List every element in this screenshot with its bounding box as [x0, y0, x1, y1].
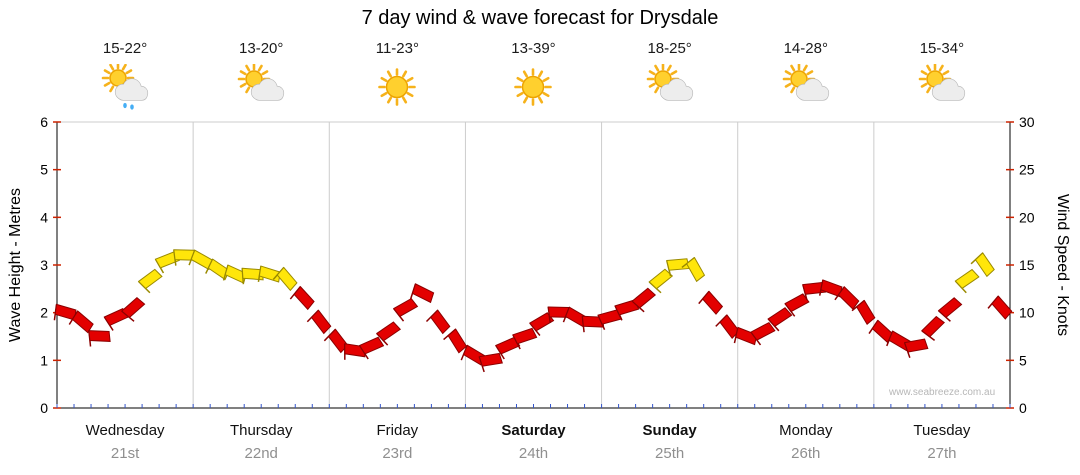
right-tick-label: 20 — [1019, 209, 1035, 225]
wind-flag — [750, 321, 776, 346]
wind-flag — [409, 283, 435, 304]
page-title: 7 day wind & wave forecast for Drysdale — [361, 7, 719, 29]
wind-flag — [358, 336, 385, 360]
wind-flag — [205, 258, 231, 281]
right-tick-label: 15 — [1019, 257, 1035, 273]
wind-flag — [306, 309, 332, 335]
wind-flag — [631, 287, 657, 313]
left-tick-label: 1 — [40, 352, 48, 368]
left-tick-label: 5 — [40, 162, 48, 178]
watermark: www.seabreeze.com.au — [889, 387, 996, 398]
left-tick-label: 2 — [40, 305, 48, 321]
wind-flag — [241, 267, 264, 285]
wind-flag — [868, 319, 894, 344]
wind-flag — [68, 310, 94, 334]
wind-flag — [460, 344, 486, 366]
wind-flag — [512, 327, 538, 350]
wind-flag — [88, 330, 111, 347]
wind-flag — [886, 330, 911, 352]
right-tick-label: 10 — [1019, 305, 1035, 321]
wind-flag — [954, 268, 980, 294]
wind-flag — [425, 309, 451, 335]
wind-flag — [818, 279, 843, 298]
wind-flag — [495, 336, 521, 360]
wind-flag — [272, 266, 298, 292]
wind-flag — [529, 312, 555, 336]
wind-flag — [987, 295, 1013, 320]
wind-flag — [903, 338, 929, 359]
left-tick-label: 3 — [40, 257, 48, 273]
wind-flag — [715, 314, 740, 340]
left-tick-label: 4 — [40, 209, 48, 225]
wind-flag — [614, 299, 640, 321]
wind-flag — [681, 256, 706, 283]
wind-flag — [121, 297, 146, 322]
wind-flag — [666, 258, 690, 277]
wind-flag — [767, 307, 793, 332]
right-tick-label: 0 — [1019, 400, 1027, 416]
right-tick-label: 5 — [1019, 352, 1027, 368]
wind-flag — [392, 297, 419, 322]
left-tick-label: 6 — [40, 114, 48, 130]
wind-flag — [648, 268, 674, 294]
right-tick-label: 30 — [1019, 114, 1035, 130]
wind-flag — [188, 249, 214, 271]
wind-flag — [581, 315, 605, 333]
wind-flag — [323, 328, 349, 354]
wind-flag — [443, 328, 468, 354]
wind-flag — [851, 299, 876, 325]
wind-flag — [970, 252, 995, 278]
wind-flag — [698, 290, 724, 315]
wind-flag — [137, 268, 163, 294]
wind-flag — [937, 297, 963, 322]
wind-flag — [784, 293, 810, 317]
wind-flag — [478, 352, 503, 373]
wind-flag — [921, 315, 945, 341]
left-tick-label: 0 — [40, 400, 48, 416]
wind-flag — [289, 285, 315, 311]
wind-flag — [154, 251, 180, 274]
right-tick-label: 25 — [1019, 162, 1035, 178]
wind-flag — [375, 321, 402, 346]
